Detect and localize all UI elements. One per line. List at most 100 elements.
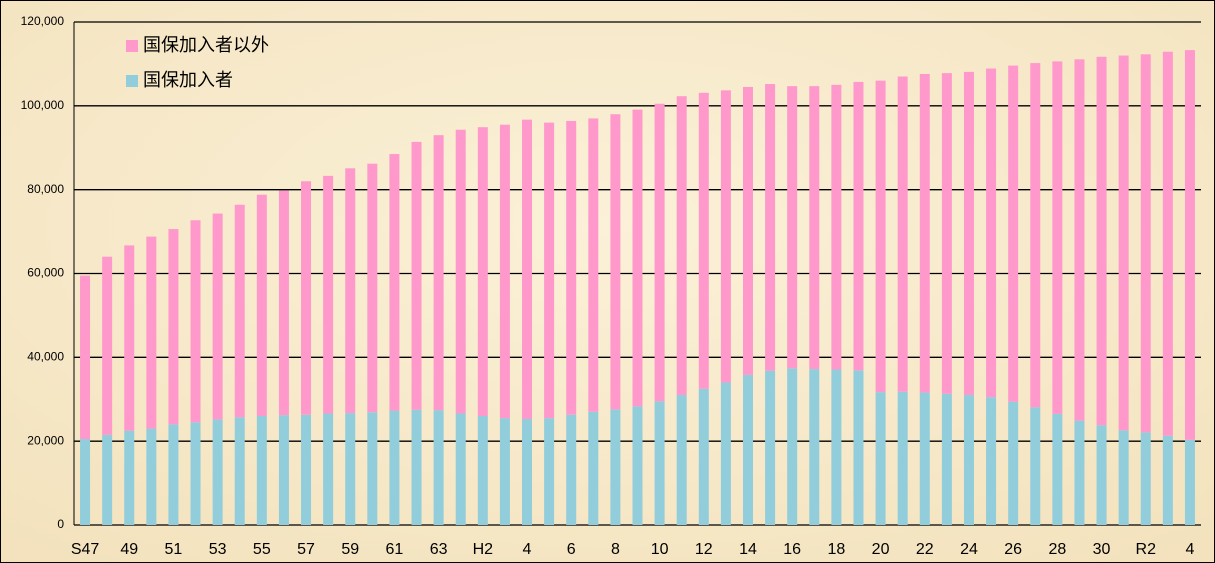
x-tick-label: 61 — [386, 541, 404, 558]
x-tick-label: 28 — [1048, 541, 1066, 558]
bar-segment — [544, 418, 555, 525]
bar-segment — [345, 168, 356, 414]
bar-segment — [278, 415, 289, 525]
bar-segment — [1140, 54, 1151, 433]
bar-segment — [190, 220, 201, 423]
x-tick-label: 4 — [1185, 541, 1194, 558]
bar-segment — [433, 135, 444, 411]
y-tick-label: 120,000 — [21, 14, 65, 28]
legend-swatch — [126, 40, 138, 52]
bar-segment — [389, 154, 400, 411]
x-tick-label: 14 — [739, 541, 757, 558]
bar-segment — [256, 416, 267, 525]
x-tick-label: 4 — [523, 541, 532, 558]
bar-segment — [168, 424, 179, 525]
bar-segment — [853, 370, 864, 525]
bar-segment — [80, 275, 91, 440]
bar-segment — [455, 413, 466, 525]
y-tick-label: 80,000 — [27, 182, 64, 196]
bar-segment — [1162, 51, 1173, 436]
bar-segment — [102, 434, 113, 525]
bar-segment — [234, 204, 245, 418]
bar-segment — [941, 393, 952, 525]
x-tick-label: 6 — [567, 541, 576, 558]
bar-segment — [787, 368, 798, 525]
bar-segment — [190, 422, 201, 525]
bar-segment — [433, 410, 444, 525]
bar-segment — [963, 395, 974, 525]
bar-segment — [698, 92, 709, 389]
bar-segment — [1008, 65, 1019, 402]
bar-segment — [1030, 63, 1041, 408]
bar-segment — [875, 80, 886, 393]
y-tick-label: 40,000 — [27, 350, 64, 364]
legend-swatch — [126, 75, 138, 87]
x-tick-label: 8 — [611, 541, 620, 558]
bar-segment — [367, 163, 378, 413]
bar-segment — [566, 414, 577, 525]
bar-segment — [831, 369, 842, 525]
bar-segment — [720, 90, 731, 383]
x-tick-label: 63 — [430, 541, 448, 558]
x-tick-label: 57 — [297, 541, 315, 558]
bar-segment — [522, 119, 533, 419]
x-tick-label: R2 — [1136, 541, 1157, 558]
bar-segment — [809, 86, 820, 370]
bar-segment — [919, 392, 930, 525]
bar-segment — [499, 124, 510, 419]
y-tick-label: 60,000 — [27, 266, 64, 280]
bar-segment — [742, 374, 753, 525]
bar-segment — [787, 86, 798, 369]
bar-segment — [720, 382, 731, 525]
bar-segment — [146, 428, 157, 525]
bar-segment — [698, 388, 709, 525]
y-tick-label: 100,000 — [21, 98, 65, 112]
bar-segment — [831, 84, 842, 370]
bar-segment — [632, 109, 643, 407]
bar-segment — [1140, 432, 1151, 525]
x-tick-label: 12 — [695, 541, 713, 558]
bar-segment — [124, 430, 135, 525]
bar-segment — [875, 392, 886, 525]
bar-segment — [765, 84, 776, 371]
bar-segment — [102, 256, 113, 435]
bar-segment — [499, 418, 510, 525]
x-tick-label: 24 — [960, 541, 978, 558]
x-tick-label: H2 — [473, 541, 494, 558]
x-tick-label: 30 — [1093, 541, 1111, 558]
y-tick-label: 20,000 — [27, 433, 64, 447]
bar-segment — [212, 213, 223, 420]
bar-segment — [522, 418, 533, 525]
x-tick-label: 10 — [651, 541, 669, 558]
bar-segment — [742, 86, 753, 375]
bar-segment — [676, 96, 687, 396]
bar-segment — [897, 391, 908, 525]
bar-segment — [323, 175, 334, 414]
legend-label: 国保加入者以外 — [143, 35, 269, 56]
bar-segment — [853, 81, 864, 371]
bar-segment — [1096, 56, 1107, 426]
x-tick-label: 16 — [783, 541, 801, 558]
bar-segment — [345, 413, 356, 525]
bar-segment — [367, 412, 378, 525]
bar-segment — [941, 73, 952, 394]
bar-segment — [1030, 407, 1041, 525]
bar-segment — [610, 114, 621, 410]
bar-segment — [80, 439, 91, 525]
bar-segment — [986, 68, 997, 398]
bar-segment — [1074, 59, 1085, 421]
legend-label: 国保加入者 — [143, 70, 233, 91]
x-tick-label: 53 — [209, 541, 227, 558]
x-tick-label: 49 — [120, 541, 138, 558]
bar-segment — [301, 181, 312, 415]
bar-segment — [168, 229, 179, 425]
bar-segment — [1118, 430, 1129, 525]
bar-segment — [256, 194, 267, 417]
bar-segment — [919, 73, 930, 393]
bar-segment — [986, 397, 997, 525]
bar-segment — [1184, 439, 1195, 525]
bar-segment — [765, 370, 776, 525]
x-tick-label: 55 — [253, 541, 271, 558]
bar-segment — [1184, 50, 1195, 440]
bar-segment — [146, 236, 157, 429]
